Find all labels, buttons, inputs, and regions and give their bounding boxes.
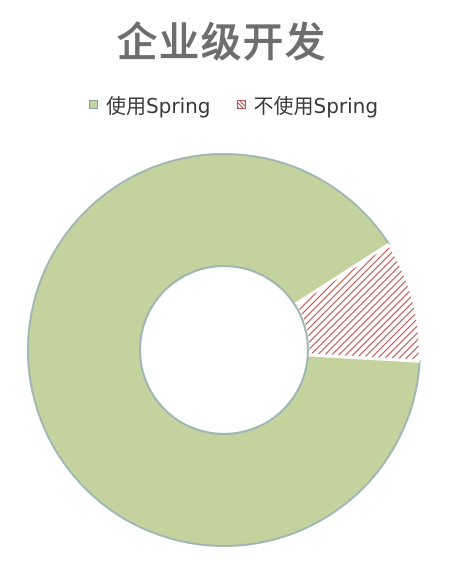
legend-item-no-spring: 不使用Spring xyxy=(236,90,379,119)
slice-separator xyxy=(307,353,420,363)
chart-title: 企业级开发 xyxy=(117,20,327,66)
chart-legend: 使用Spring 不使用Spring xyxy=(0,90,467,119)
legend-label: 不使用Spring xyxy=(253,94,379,118)
legend-label: 使用Spring xyxy=(105,94,211,118)
legend-swatch-solid xyxy=(88,100,98,109)
legend-item-use-spring: 使用Spring xyxy=(88,90,211,119)
slice-separator xyxy=(293,242,390,306)
doughnut-hole xyxy=(139,265,309,435)
legend-swatch-hatch xyxy=(236,100,246,109)
